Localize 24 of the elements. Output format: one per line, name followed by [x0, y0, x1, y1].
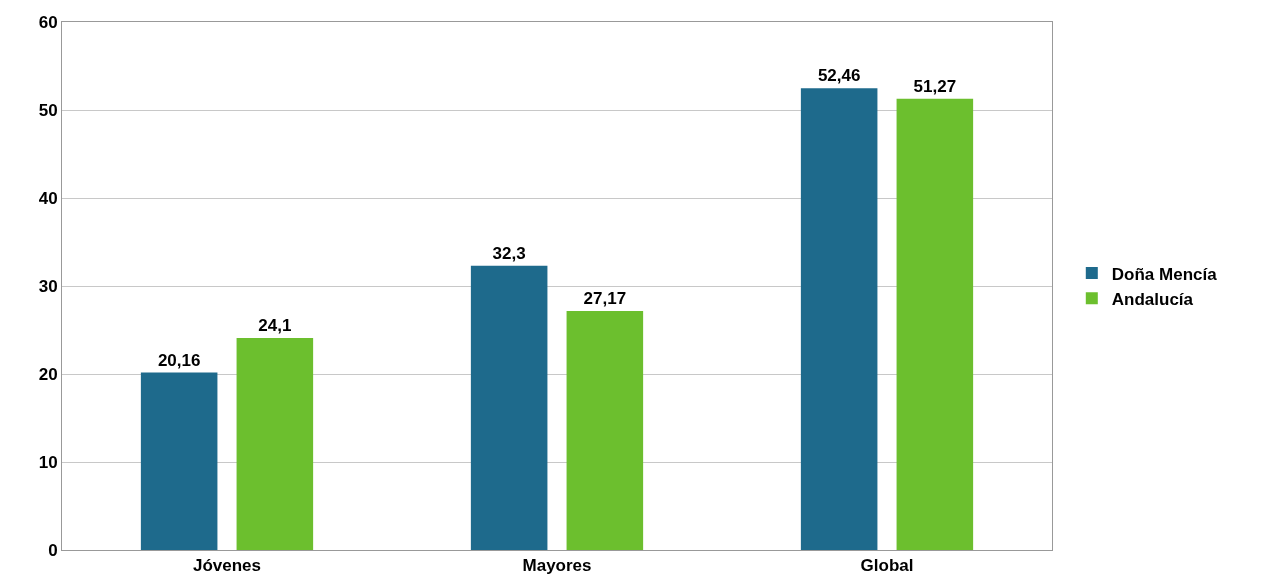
y-tick-label: 40 [38, 188, 58, 208]
data-label: 27,17 [583, 288, 627, 308]
data-label: 20,16 [157, 350, 201, 370]
y-tick-label: 10 [38, 452, 58, 472]
y-tick-label: 20 [38, 364, 58, 384]
x-tick-label: Global [860, 556, 914, 576]
y-tick-label: 60 [38, 12, 58, 32]
bar [896, 98, 974, 550]
data-label: 52,46 [817, 66, 861, 86]
bar [470, 265, 548, 550]
x-tick-label: Jóvenes [192, 556, 262, 576]
y-tick-label: 0 [48, 540, 58, 560]
x-tick-label: Mayores [522, 556, 592, 576]
y-tick-label: 50 [38, 100, 58, 120]
data-label: 51,27 [913, 76, 957, 96]
bar [140, 372, 218, 550]
legend-label: Doña Mencía [1111, 264, 1218, 284]
data-label: 24,1 [258, 315, 292, 335]
bar [566, 310, 644, 550]
legend-label: Andalucía [1111, 289, 1194, 309]
bar [800, 88, 878, 550]
bar [236, 337, 314, 550]
y-tick-label: 30 [38, 276, 58, 296]
data-label: 32,3 [492, 243, 526, 263]
